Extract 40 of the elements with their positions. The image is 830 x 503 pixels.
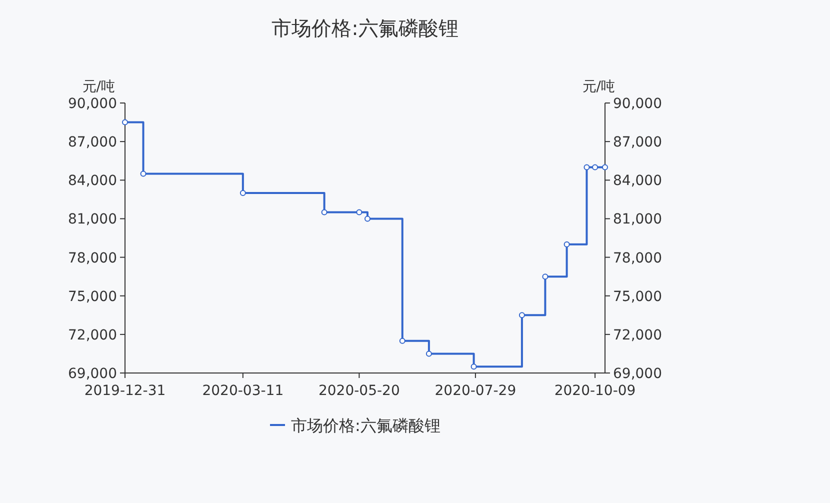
- y-tick-label: 84,000: [68, 173, 117, 190]
- point: [602, 164, 608, 170]
- point: [140, 170, 146, 177]
- point: [470, 364, 477, 370]
- y2-tick-label: 75,000: [613, 288, 662, 305]
- point: [122, 119, 128, 126]
- y-tick-label: 90,000: [68, 96, 117, 112]
- x-tick-label: 2020-05-20: [318, 383, 400, 399]
- y2-tick-label: 69,000: [613, 366, 662, 382]
- point: [542, 274, 548, 280]
- point: [518, 312, 525, 318]
- y2-tick-label: 78,000: [613, 250, 662, 266]
- point: [564, 241, 570, 248]
- x-tick-label: 2020-03-11: [202, 383, 284, 399]
- point: [356, 209, 362, 216]
- legend-label: 市场价格:六氟磷酸锂: [291, 416, 440, 435]
- y-tick-label: 81,000: [68, 212, 117, 228]
- point: [364, 216, 370, 222]
- y-tick-label: 75,000: [68, 288, 117, 305]
- point: [240, 190, 246, 196]
- y-tick-label: 87,000: [68, 134, 117, 151]
- point: [592, 164, 598, 170]
- y2-tick-label: 72,000: [613, 327, 662, 344]
- point: [321, 209, 328, 216]
- y2-tick-label: 84,000: [613, 173, 662, 190]
- y-tick-label: 72,000: [68, 327, 117, 344]
- x-tick-label: 2019-12-31: [84, 383, 166, 399]
- x-tick-label: 2020-10-09: [554, 383, 636, 399]
- y2-tick-label: 87,000: [613, 134, 662, 151]
- x-tick-label: 2020-07-29: [434, 383, 516, 399]
- y2-axis-title: 元/吨: [582, 79, 615, 95]
- y2-tick-label: 81,000: [613, 212, 662, 228]
- point: [426, 350, 432, 357]
- chart-title: 市场价格:六氟磷酸锂: [272, 16, 458, 40]
- point: [584, 164, 590, 170]
- y-axis-title: 元/吨: [82, 79, 115, 95]
- y2-tick-label: 90,000: [613, 96, 662, 112]
- y-tick-label: 78,000: [68, 250, 117, 266]
- point: [399, 338, 406, 344]
- y-tick-label: 69,000: [68, 366, 117, 382]
